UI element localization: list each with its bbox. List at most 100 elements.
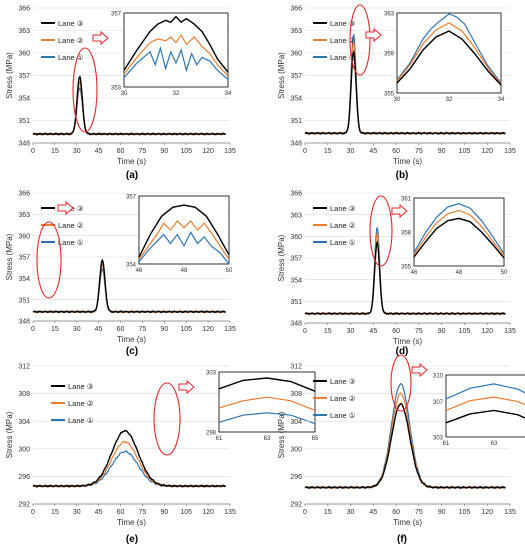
y-tick-label: 354 [18, 276, 30, 283]
legend-label: Lane ③ [68, 382, 94, 391]
highlight-ellipse [153, 382, 181, 456]
y-tick-label: 363 [290, 28, 302, 35]
y-tick-label: 363 [18, 212, 30, 219]
inset-frame [218, 371, 316, 433]
inset-frame [123, 12, 229, 88]
x-tick-label: 105 [180, 509, 192, 516]
y-axis-title: Stress (MPa) [5, 233, 14, 280]
y-tick-label: 292 [18, 502, 30, 509]
x-tick-label: 30 [73, 509, 81, 516]
y-tick-label: 354 [290, 277, 302, 284]
y-tick-label: 354 [290, 96, 302, 103]
inset-series-line [413, 217, 505, 259]
y-axis-title: Stress (MPa) [5, 52, 14, 99]
x-tick-label: 30 [347, 509, 355, 516]
y-tick-label: 351 [18, 118, 30, 125]
inset-y-tick-label: 307 [433, 400, 444, 406]
x-tick-label: 30 [347, 328, 355, 335]
y-tick-label: 312 [18, 364, 30, 371]
x-tick-label: 60 [392, 509, 400, 516]
inset-y-tick-label: 355 [401, 264, 412, 270]
inset-x-tick-label: 34 [498, 97, 505, 103]
x-tick-label: 90 [160, 326, 168, 333]
legend-label: Lane ① [330, 53, 356, 62]
x-tick-label: 135 [504, 148, 516, 155]
inset-x-tick-label: 50 [226, 268, 233, 274]
x-tick-label: 60 [117, 148, 125, 155]
chart-panel-b: 348 351 354 357 360 363 366 0 15 30 45 60 75 90 105 120… [277, 4, 516, 181]
x-tick-label: 0 [31, 509, 35, 516]
y-tick-label: 304 [18, 419, 30, 426]
inset-y-tick-label: 358 [401, 230, 412, 236]
x-tick-label: 120 [202, 326, 214, 333]
x-tick-label: 75 [415, 148, 423, 155]
x-tick-label: 90 [160, 509, 168, 516]
highlight-ellipse [36, 221, 62, 299]
x-tick-label: 15 [324, 328, 332, 335]
series-line-lane3 [304, 402, 506, 490]
x-axis-title: Time (s) [117, 518, 146, 527]
legend-label: Lane ① [58, 53, 84, 62]
panel-label: (b) [396, 170, 409, 181]
x-tick-label: 15 [51, 148, 59, 155]
inset-y-tick-label: 361 [401, 196, 412, 202]
x-tick-label: 45 [369, 148, 377, 155]
inset-zoom: 354 357 46 48 50 [126, 194, 233, 274]
legend-label: Lane ① [68, 416, 94, 425]
y-tick-label: 348 [18, 319, 30, 326]
inset-frame [396, 12, 502, 94]
x-tick-label: 0 [303, 328, 307, 335]
y-tick-label: 300 [18, 446, 30, 453]
x-tick-label: 90 [438, 328, 446, 335]
inset-x-tick-label: 32 [446, 97, 453, 103]
x-tick-label: 120 [481, 328, 493, 335]
series-line-lane2 [32, 263, 226, 314]
series-line-lane2 [32, 80, 226, 136]
x-tick-label: 60 [117, 509, 125, 516]
x-tick-label: 15 [324, 509, 332, 516]
inset-y-tick-label: 303 [433, 435, 444, 441]
highlight-ellipse [390, 354, 412, 412]
inset-series-line [138, 204, 230, 258]
chart-panel-c: 348 351 354 357 360 363 366 0 15 30 45 60 75 90 105 120… [5, 191, 236, 357]
x-tick-label: 60 [392, 328, 400, 335]
inset-zoom: 355 358 361 46 48 50 [401, 196, 508, 276]
inset-x-tick-label: 65 [312, 436, 319, 442]
zoom-arrow-icon [391, 203, 408, 219]
series-line-lane3 [304, 240, 506, 316]
x-axis-title: Time (s) [117, 157, 146, 166]
legend-label: Lane ③ [330, 19, 356, 28]
inset-x-tick-label: 63 [491, 441, 498, 447]
x-tick-label: 15 [51, 509, 59, 516]
inset-series-line [396, 13, 502, 84]
highlight-ellipse [369, 195, 393, 267]
inset-series-line [218, 412, 316, 425]
y-tick-label: 296 [18, 474, 30, 481]
series-line-lane3 [32, 258, 226, 314]
y-axis-title: Stress (MPa) [277, 234, 286, 281]
y-tick-label: 300 [290, 446, 302, 453]
y-tick-label: 357 [18, 73, 30, 80]
x-tick-label: 135 [224, 326, 236, 333]
inset-series-line [396, 30, 502, 86]
inset-series-line [123, 45, 229, 81]
y-tick-label: 360 [18, 51, 30, 58]
inset-x-tick-label: 32 [173, 91, 180, 97]
y-tick-label: 366 [290, 191, 302, 198]
y-tick-label: 354 [18, 96, 30, 103]
x-tick-label: 30 [73, 326, 81, 333]
panel-label: (a) [126, 170, 138, 181]
chart-panel-d: 348 351 354 357 360 363 366 0 15 30 45 60 75 90 105 120… [277, 191, 516, 357]
x-tick-label: 120 [202, 148, 214, 155]
inset-y-tick-label: 310 [433, 373, 444, 379]
legend-label: Lane ③ [330, 204, 356, 213]
y-tick-label: 308 [290, 391, 302, 398]
y-tick-label: 366 [18, 191, 30, 198]
inset-y-tick-label: 357 [126, 194, 137, 200]
x-tick-label: 105 [180, 148, 192, 155]
inset-zoom: 298 303 61 63 65 [206, 370, 319, 442]
inset-y-tick-label: 354 [126, 262, 137, 268]
y-tick-label: 366 [290, 6, 302, 13]
y-tick-label: 366 [18, 6, 30, 13]
